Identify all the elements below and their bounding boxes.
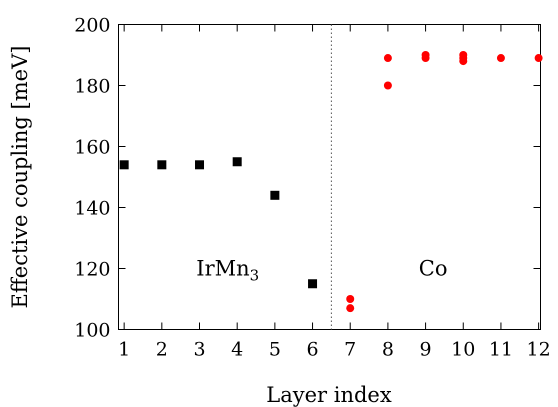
region-annotations: IrMn3 Co xyxy=(196,257,447,285)
x-tick-label: 4 xyxy=(231,339,243,361)
data-point xyxy=(534,54,543,63)
x-axis-label: Layer index xyxy=(266,383,392,407)
x-tick-label: 7 xyxy=(344,339,356,361)
y-tick-label: 180 xyxy=(74,76,110,98)
x-tick-label: 8 xyxy=(382,339,394,361)
data-point xyxy=(308,279,318,289)
region-label-text: Co xyxy=(419,257,448,281)
x-tick-label: 6 xyxy=(306,339,318,361)
data-point xyxy=(195,160,205,170)
data-point xyxy=(496,54,505,63)
x-tick-label: 10 xyxy=(451,339,475,361)
y-tick-label: 120 xyxy=(74,259,110,281)
data-point xyxy=(383,81,392,90)
x-tick-label: 12 xyxy=(527,339,551,361)
region-label-subscript: 3 xyxy=(250,267,260,285)
data-point xyxy=(157,160,167,170)
plot-frame xyxy=(118,24,541,330)
y-tick-label: 140 xyxy=(74,198,110,220)
data-point xyxy=(119,160,129,170)
data-point xyxy=(270,190,280,200)
region-label-text: IrMn xyxy=(196,257,249,281)
x-tick-label: 2 xyxy=(156,339,168,361)
data-point xyxy=(346,304,355,313)
y-tick-label: 160 xyxy=(74,137,110,159)
data-point xyxy=(346,295,355,303)
data-point xyxy=(459,57,468,66)
x-tick-label: 11 xyxy=(489,339,513,361)
y-tick-label: 100 xyxy=(74,320,110,342)
x-tick-label: 3 xyxy=(193,339,205,361)
data-point xyxy=(421,54,430,63)
x-tick-label: 1 xyxy=(118,339,130,361)
y-tick-label: 200 xyxy=(74,15,110,37)
data-point xyxy=(232,157,242,167)
data-point xyxy=(383,54,392,63)
region-label: IrMn3 xyxy=(196,257,259,285)
y-axis-label: Effective coupling [meV] xyxy=(8,46,32,309)
region-label: Co xyxy=(419,257,448,281)
x-tick-label: 9 xyxy=(420,339,432,361)
x-tick-label: 5 xyxy=(269,339,281,361)
axis-ticks xyxy=(118,24,541,330)
data-points xyxy=(119,51,543,313)
